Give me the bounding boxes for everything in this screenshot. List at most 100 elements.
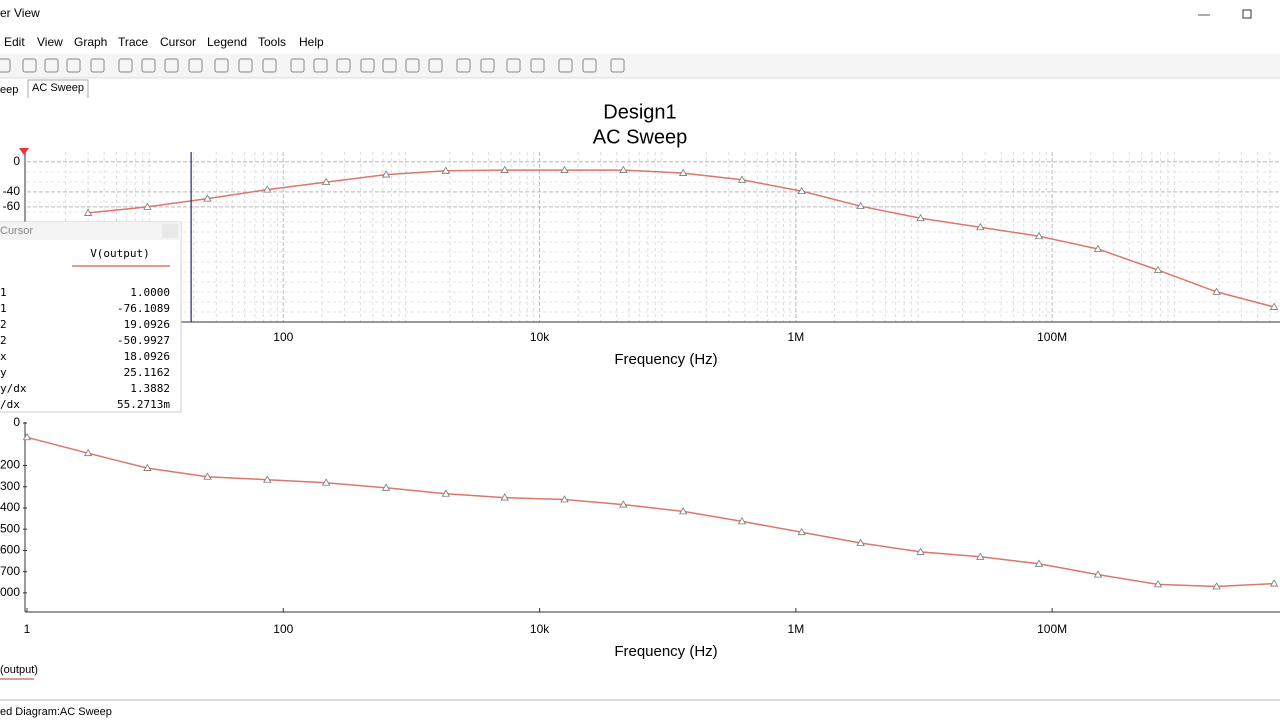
toolbar-button[interactable] <box>382 58 397 73</box>
toolbar-button[interactable] <box>214 58 229 73</box>
cursor-panel-title: Cursor <box>0 225 33 237</box>
y-tick-label: 0 <box>13 415 20 429</box>
trace-marker <box>737 175 747 183</box>
y-tick-label: 700 <box>0 564 20 578</box>
trace-marker <box>500 165 509 173</box>
toolbar-button[interactable] <box>141 58 156 73</box>
cursor-panel-header <box>0 222 181 240</box>
y-tick-label: -60 <box>3 199 21 213</box>
trace-marker <box>1093 570 1103 578</box>
active-tab[interactable] <box>27 79 89 98</box>
menu-item[interactable]: Tools <box>258 35 286 49</box>
trace-marker <box>321 478 331 486</box>
cursor-row-value: 55.2713m <box>117 398 170 411</box>
x-tick-label: 10k <box>530 622 550 636</box>
tab[interactable]: eep <box>0 84 18 96</box>
trace-marker <box>1034 231 1044 240</box>
trace-marker <box>441 166 451 174</box>
menu: Edit View Graph Trace Cursor Legend Tools Help <box>4 35 324 49</box>
y-tick-label: 0 <box>13 154 20 168</box>
toolbar-button[interactable] <box>582 58 597 73</box>
trace-marker <box>1153 265 1163 273</box>
toolbar-button[interactable] <box>558 58 573 73</box>
window-title: er View <box>0 6 40 20</box>
cursor-panel-frame <box>0 221 182 413</box>
menu-item[interactable]: Help <box>299 35 324 49</box>
cursor-row-label: y <box>0 366 7 379</box>
menu-item[interactable]: View <box>37 35 63 49</box>
tab[interactable]: AC Sweep <box>32 82 84 94</box>
trace-marker <box>1093 244 1103 252</box>
toolbar-button[interactable] <box>428 58 443 73</box>
cursor-row-value: 1.3882 <box>130 382 170 395</box>
trace-marker <box>678 507 688 515</box>
y-tick-label: -40 <box>3 184 21 198</box>
trace-marker <box>263 475 272 483</box>
toolbar-button[interactable] <box>506 58 521 73</box>
toolbar-button[interactable] <box>44 58 59 73</box>
toolbar-button[interactable] <box>0 58 11 73</box>
cursor-row-label: x <box>0 350 7 363</box>
cursor-row-label: y/dx <box>0 382 27 395</box>
toolbar-button[interactable] <box>456 58 471 73</box>
toolbar-button[interactable] <box>188 58 203 73</box>
trace-marker <box>1212 287 1221 295</box>
trace-marker <box>1212 582 1221 590</box>
cursor-row-value: 1.0000 <box>130 286 170 299</box>
cursor-row-value: 18.0926 <box>124 350 170 363</box>
trace-marker <box>916 213 925 222</box>
trace-marker <box>500 493 509 501</box>
toolbar-button[interactable] <box>405 58 420 73</box>
trace-marker <box>143 202 152 210</box>
toolbar-button[interactable] <box>238 58 253 73</box>
toolbar-button[interactable] <box>164 58 179 73</box>
toolbar-icons <box>0 58 625 73</box>
trace-marker <box>203 194 212 202</box>
trace-marker <box>560 165 569 173</box>
menu-bar <box>0 30 1280 54</box>
toolbar-button[interactable] <box>610 58 625 73</box>
toolbar-button[interactable] <box>480 58 495 73</box>
cursor-row-label: 2 <box>0 318 7 331</box>
x-tick-label: 1 <box>24 622 31 636</box>
menu-item[interactable]: Cursor <box>160 35 196 49</box>
x-tick-label: 100M <box>1037 622 1067 636</box>
menu-item[interactable]: Trace <box>118 35 149 49</box>
trace-marker <box>83 208 93 216</box>
trace-marker <box>1034 559 1044 567</box>
toolbar-button[interactable] <box>262 58 277 73</box>
graph-title: Design1 <box>603 101 676 123</box>
toolbar-button[interactable] <box>336 58 351 73</box>
legend-entry[interactable]: (output) <box>0 664 38 676</box>
trace-marker <box>856 201 865 210</box>
y-tick-label: 300 <box>0 479 20 493</box>
x-axis-label: Frequency (Hz) <box>614 643 717 660</box>
x-axis-label: Frequency (Hz) <box>614 351 717 368</box>
menu-item[interactable]: Legend <box>207 35 247 49</box>
menu-item[interactable]: Edit <box>4 35 25 49</box>
cursor-row-label: /dx <box>0 398 20 411</box>
toolbar-button[interactable] <box>360 58 375 73</box>
toolbar-button[interactable] <box>530 58 545 73</box>
trace-marker <box>976 552 985 560</box>
toolbar-button[interactable] <box>313 58 328 73</box>
trace-marker <box>1269 579 1279 587</box>
toolbar-button[interactable] <box>90 58 105 73</box>
y-tick-label: 600 <box>0 543 20 557</box>
trace-marker <box>619 500 628 508</box>
toolbar-button[interactable] <box>66 58 81 73</box>
restore-button[interactable] <box>1242 9 1252 19</box>
cursor-panel-close[interactable] <box>162 224 178 238</box>
toolbar-button[interactable] <box>118 58 133 73</box>
cursor-row-label: 1 <box>0 302 7 315</box>
y-tick-label: 200 <box>0 458 20 472</box>
menu-item[interactable]: Graph <box>74 35 107 49</box>
toolbar-button[interactable] <box>22 58 37 73</box>
toolbar-button[interactable] <box>290 58 305 73</box>
trace-marker <box>797 186 806 195</box>
x-tick-label: 100 <box>273 330 293 344</box>
trace-marker <box>143 463 152 471</box>
cursor-handle[interactable] <box>19 148 29 155</box>
trace-marker <box>678 168 688 176</box>
